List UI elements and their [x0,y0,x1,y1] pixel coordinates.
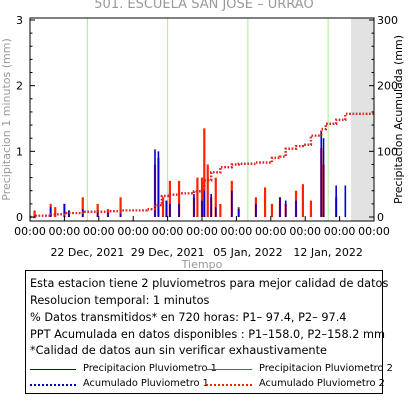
accumulated-lines [30,112,376,219]
x-tick-label-1: 00:00 [49,225,81,238]
chart-title: 501. ESCUELA SAN JOSE – URRAO [94,0,314,12]
date-label-3: 12 Jan, 2022 [293,246,362,259]
bar-p1-10 [169,203,171,217]
date-label-0: 22 Dec, 2021 [50,246,124,259]
x-tick-label-9: 00:00 [324,225,356,238]
bar-p1-12 [193,194,195,217]
y-right-tick-label-3: 300 [377,14,398,27]
x-axis-label: Tiempo [181,258,223,270]
legend-label-precip-p1: Precipitacion Pluviometro 1 [83,363,217,374]
bar-p1-4 [96,210,99,217]
bar-p2-21 [214,177,217,217]
info-line-stations: Esta estacion tiene 2 pluviometros para … [30,277,389,290]
bar-p1-26 [344,185,347,217]
bar-p1-21 [284,200,287,217]
bar-p2-11 [161,197,165,217]
x-tick-label-4: 00:00 [152,225,184,238]
accumulated-line-p2 [30,112,376,219]
x-tick-label-10: 00:00 [358,225,390,238]
info-legend-box: Esta estacion tiene 2 pluviometros para … [25,270,393,394]
bar-p2-8 [119,197,122,217]
bar-p1-18 [237,209,240,217]
bar-p2-16 [196,177,199,217]
bar-p2-31 [301,184,305,217]
x-tick-label-2: 00:00 [83,225,115,238]
bar-p1-16 [214,207,217,217]
bar-p1-15 [210,194,212,217]
legend-row-precip: Precipitacion Pluviometro 1 Precipitacio… [30,363,393,375]
legend-row-accum: Acumulado Pluviometro 1 Acumulado Pluvio… [30,378,385,390]
x-tick-label-0: 00:00 [14,225,46,238]
bar-p2-27 [270,203,274,217]
bar-p1-9 [165,200,168,217]
bar-p2-17 [200,177,204,217]
bar-p1-23 [320,131,323,217]
bar-p1-22 [295,200,297,217]
date-label-2: 05 Jan, 2022 [213,246,282,259]
missing-data-band [351,18,374,221]
legend-label-precip-p2: Precipitacion Pluviometro 2 [259,363,393,374]
bar-p1-25 [335,185,337,217]
legend-label-accum-p2: Acumulado Pluviometro 2 [259,378,385,389]
x-tick-label-5: 00:00 [186,225,218,238]
bar-p2-0 [33,210,36,217]
legend-swatch-accum-p1 [30,384,76,386]
bar-p2-26 [263,187,267,217]
y-right-tick-label-0: 0 [377,211,384,224]
legend-swatch-accum-p2 [206,384,252,386]
bar-p1-17 [231,190,233,217]
y-left-tick-label-1: 1 [16,145,23,158]
bar-p1-19 [255,203,257,217]
y-axis-right-label: Precipitacion Acumulada (mm) [392,35,405,204]
bar-p2-18 [203,128,206,217]
bar-p1-20 [279,197,281,217]
info-line-resolution: Resolucion temporal: 1 minutos [30,294,210,307]
y-right-tick-label-1: 100 [377,145,398,158]
bar-p2-14 [177,180,181,217]
info-line-quality-note: *Calidad de datos aun sin verificar exha… [30,344,327,357]
bar-p1-24 [322,138,325,217]
bar-p1-0 [49,207,52,217]
date-label-1: 29 Dec, 2021 [131,246,205,259]
bar-p1-7 [154,149,156,217]
legend-label-accum-p1: Acumulado Pluviometro 1 [83,378,209,389]
x-tick-label-3: 00:00 [117,225,149,238]
bar-p1-13 [201,200,203,217]
bar-p1-11 [178,203,180,217]
bar-p2-13 [168,180,171,217]
y-axis-left-label: Precipitacion 1 minutos (mm) [0,38,13,200]
bar-p2-2 [54,207,57,217]
bar-p1-1 [63,203,66,217]
bar-p1-6 [119,213,122,217]
bar-p1-8 [157,151,160,217]
bar-p1-14 [203,190,206,217]
x-tick-label-6: 00:00 [221,225,253,238]
legend-swatch-precip-p1 [30,369,76,370]
bar-p2-32 [309,200,313,217]
bar-p2-5 [81,197,84,217]
y-left-tick-label-2: 2 [16,80,23,93]
info-line-transmitted: % Datos transmitidos* en 720 horas: P1– … [30,311,347,324]
y-right-tick-label-2: 200 [377,80,398,93]
rain-bars [33,128,347,217]
y-left-tick-label-0: 0 [16,211,23,224]
info-line-accumulated: PPT Acumulada en datos disponibles : P1–… [30,328,386,341]
bar-p1-5 [107,211,109,217]
bar-p2-19 [206,164,209,217]
date-gridlines [86,18,329,221]
x-tick-label-8: 00:00 [289,225,321,238]
y-left-tick-label-3: 3 [16,14,23,27]
bar-p2-22 [219,203,222,217]
legend-swatch-precip-p2 [206,369,252,370]
x-tick-label-7: 00:00 [255,225,287,238]
